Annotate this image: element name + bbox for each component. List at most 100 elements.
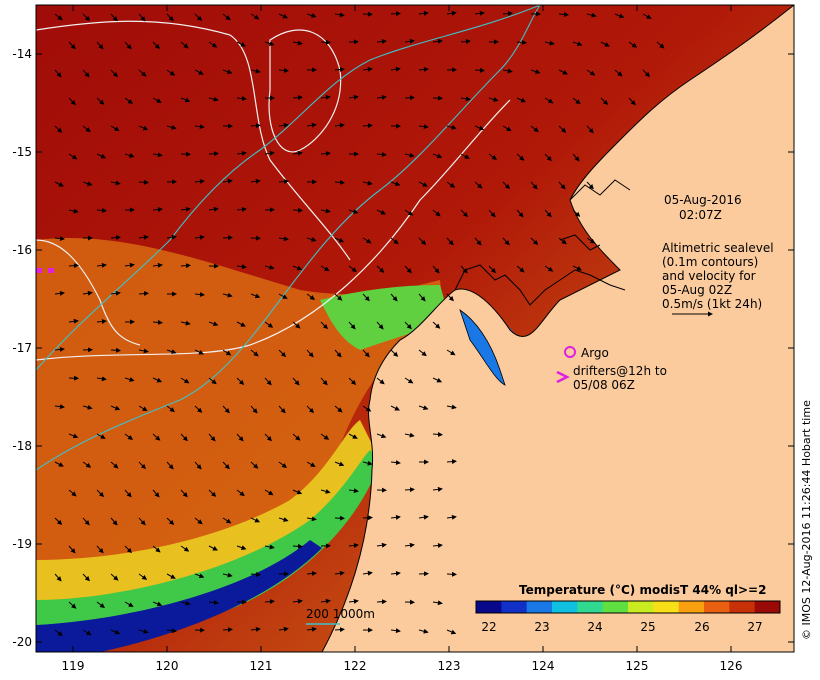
velocity-arrow [68, 318, 79, 324]
velocity-arrow [180, 600, 191, 606]
longitude-axis: 119 120 121 122 123 124 125 126 [62, 5, 743, 673]
velocity-arrow [502, 125, 512, 132]
velocity-arrow [432, 265, 440, 274]
velocity-arrow [236, 489, 245, 497]
velocity-arrow [138, 234, 149, 240]
velocity-arrow [292, 543, 303, 549]
velocity-arrow [110, 180, 121, 186]
velocity-arrow [236, 433, 244, 442]
colorbar-frame [475, 600, 781, 614]
velocity-arrow [558, 237, 567, 245]
velocity-vectors [54, 10, 665, 637]
velocity-arrow [292, 489, 303, 495]
lon-tick-label: 126 [720, 659, 743, 673]
velocity-arrow [166, 628, 177, 634]
drifters-label: drifters@12h to [573, 364, 667, 378]
velocity-arrow [138, 348, 149, 354]
velocity-arrow [306, 349, 314, 358]
velocity-arrow [222, 178, 233, 184]
velocity-arrow [250, 349, 259, 357]
velocity-arrow [250, 13, 260, 20]
velocity-arrow [334, 12, 345, 18]
drifters-label: 05/08 06Z [573, 378, 635, 392]
sst-blue-band [36, 540, 322, 652]
velocity-arrow [348, 321, 356, 330]
velocity-arrow [54, 181, 64, 187]
velocity-arrow [544, 97, 554, 104]
velocity-arrow [320, 151, 331, 157]
velocity-arrow [138, 69, 147, 77]
velocity-arrow [208, 489, 217, 497]
velocity-arrow [250, 626, 261, 632]
argo-float-marker [36, 268, 42, 273]
velocity-arrow [250, 461, 259, 469]
velocity-arrow [222, 292, 233, 298]
velocity-arrow [390, 349, 399, 357]
velocity-arrow [222, 405, 230, 414]
argo-label: Argo [581, 346, 609, 360]
velocity-arrow [572, 209, 581, 217]
velocity-arrow [432, 600, 443, 606]
velocity-arrow [376, 321, 384, 330]
velocity-arrow [222, 69, 233, 75]
velocity-arrow [418, 10, 429, 16]
velocity-arrow [530, 237, 539, 246]
velocity-arrow [390, 514, 401, 520]
velocity-arrow [390, 181, 401, 187]
velocity-arrow [292, 207, 303, 213]
velocity-arrow [222, 572, 233, 578]
velocity-arrow [432, 431, 443, 437]
velocity-arrow [124, 41, 132, 50]
velocity-arrow [390, 293, 398, 302]
velocity-arrow [474, 237, 482, 246]
colorbar-swatch [552, 601, 578, 613]
velocity-arrow [502, 11, 513, 17]
velocity-arrow [278, 349, 287, 358]
velocity-arrow [138, 125, 149, 131]
velocity-arrow [222, 517, 232, 524]
velocity-arrow [488, 97, 499, 102]
velocity-arrow [306, 516, 317, 522]
velocity-arrow [432, 38, 443, 44]
velocity-arrow [152, 319, 163, 325]
velocity-arrow [586, 181, 594, 190]
temperature-colorbar [475, 600, 781, 614]
velocity-arrow [96, 41, 104, 50]
velocity-arrow [362, 293, 370, 302]
velocity-arrow [82, 517, 90, 526]
velocity-arrow [488, 209, 496, 218]
velocity-arrow [390, 570, 401, 576]
velocity-arrow [628, 41, 638, 48]
velocity-arrow [502, 181, 510, 190]
velocity-arrow [306, 237, 317, 242]
colorbar-tick-label: 26 [694, 620, 709, 634]
velocity-arrow [54, 69, 62, 78]
image-time: 02:07Z [679, 208, 722, 222]
velocity-arrow [404, 152, 415, 158]
velocity-arrow [194, 234, 205, 240]
argo-float-marker [48, 268, 54, 273]
velocity-arrow [628, 97, 636, 106]
velocity-arrow [222, 235, 233, 241]
colorbar-swatch [476, 601, 502, 613]
velocity-arrow [460, 39, 471, 44]
altimetry-note-line: Altimetric sealevel [662, 241, 774, 255]
velocity-arrow [544, 209, 552, 218]
velocity-arrow [96, 545, 104, 554]
velocity-arrow [516, 153, 525, 161]
colorbar-tick-label: 22 [481, 620, 496, 634]
velocity-arrow [642, 13, 652, 19]
lat-tick-label: -15 [12, 145, 32, 159]
velocity-arrow [110, 69, 118, 78]
velocity-arrow [96, 489, 105, 498]
colorbar-swatch [678, 601, 705, 613]
velocity-arrow [68, 41, 76, 50]
velocity-arrow [222, 461, 230, 470]
velocity-arrow [54, 125, 63, 133]
velocity-arrow [110, 13, 118, 22]
imos-credit: © IMOS 12-Aug-2016 11:26:44 Hobart time [800, 400, 813, 640]
velocity-arrow [96, 262, 107, 268]
velocity-arrow [96, 319, 107, 324]
velocity-arrow [306, 571, 317, 577]
lon-tick-label: 125 [626, 659, 649, 673]
